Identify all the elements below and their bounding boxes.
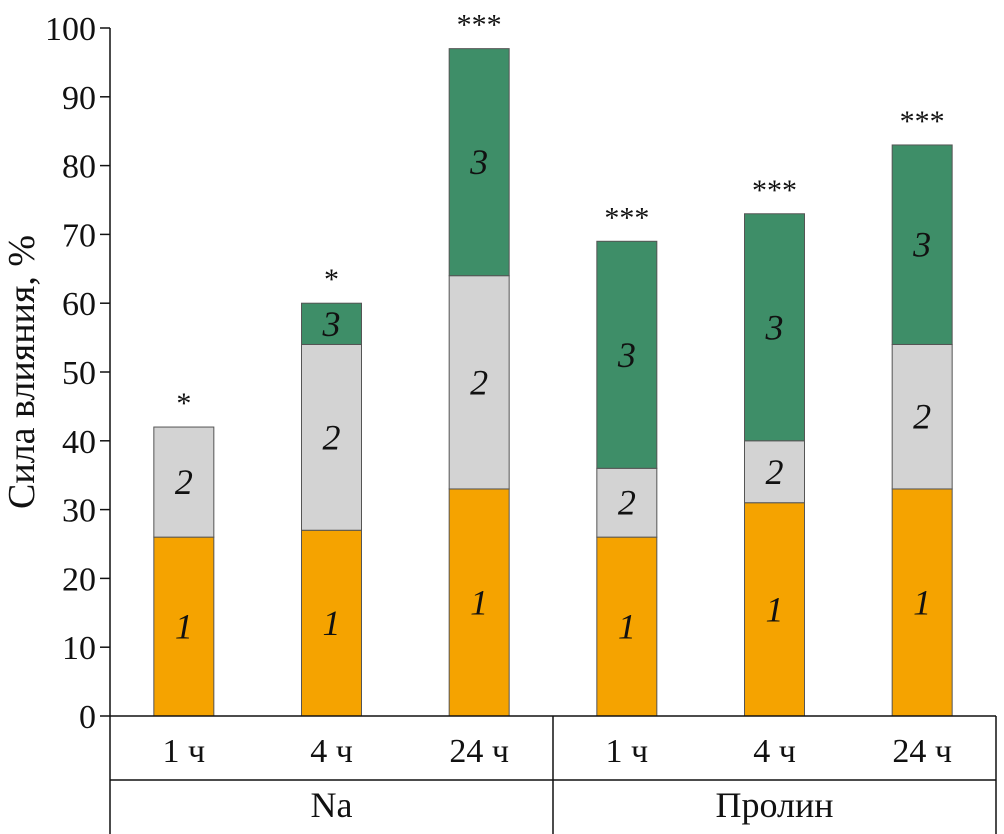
significance-mark-5: *** — [752, 174, 797, 207]
bar-segment-3-4 — [596, 240, 658, 469]
significance-mark-6: *** — [900, 105, 945, 138]
x-group-label-2: Пролин — [715, 785, 833, 825]
y-tick-label-60: 60 — [62, 286, 96, 323]
segment-label-3-4: 3 — [617, 335, 636, 375]
bar-segment-3-6 — [891, 144, 953, 345]
bar-segment-3-5 — [744, 213, 805, 442]
y-tick-label-70: 70 — [62, 217, 96, 254]
x-category-label-4: 1 ч — [606, 733, 649, 770]
bar-segment-2-3 — [448, 275, 510, 490]
bar-segment-3-2 — [301, 302, 362, 345]
y-tick-label-20: 20 — [62, 561, 96, 598]
segment-label-2-6: 2 — [913, 397, 931, 437]
bar-segment-1-1 — [153, 536, 215, 717]
bar-segment-2-1 — [153, 426, 215, 538]
bars-layer — [153, 48, 953, 717]
segment-label-1-4: 1 — [618, 607, 636, 647]
x-category-label-6: 24 ч — [892, 733, 952, 770]
y-tick-label-0: 0 — [79, 699, 96, 736]
y-tick-label-100: 100 — [45, 11, 96, 48]
bar-segment-2-5 — [744, 440, 805, 504]
x-category-label-5: 4 ч — [753, 733, 796, 770]
segment-label-1-2: 1 — [323, 603, 341, 643]
segment-label-3-6: 3 — [912, 225, 931, 265]
y-axis-label: Сила влияния, % — [1, 235, 43, 509]
y-tick-label-50: 50 — [62, 355, 96, 392]
segment-label-3-5: 3 — [765, 307, 784, 347]
labels-layer: 1 2 * 1 2 3 * 1 2 3 *** 1 2 3 *** 1 2 3 *** 1 2 3 *** 0 10 20 30 40… — [45, 9, 952, 825]
y-tick-label-40: 40 — [62, 424, 96, 461]
axes-layer — [100, 27, 997, 834]
segment-label-3-2: 3 — [322, 304, 341, 344]
segment-label-2-2: 2 — [323, 417, 341, 457]
bar-segment-1-3 — [448, 488, 510, 717]
segment-label-3-3: 3 — [469, 142, 488, 182]
x-category-label-2: 4 ч — [310, 733, 353, 770]
bar-segment-2-2 — [301, 343, 362, 531]
segment-label-2-1: 2 — [175, 462, 193, 502]
segment-label-1-1: 1 — [175, 607, 193, 647]
y-tick-label-80: 80 — [62, 149, 96, 186]
segment-label-1-3: 1 — [470, 582, 488, 622]
significance-mark-1: * — [176, 387, 191, 420]
bar-segment-2-4 — [596, 467, 658, 538]
x-category-label-1: 1 ч — [163, 733, 206, 770]
bar-segment-1-5 — [744, 502, 805, 717]
segment-label-2-4: 2 — [618, 483, 636, 523]
x-group-label-1: Na — [311, 785, 353, 825]
y-tick-label-90: 90 — [62, 80, 96, 117]
segment-label-1-6: 1 — [913, 582, 931, 622]
significance-mark-4: *** — [604, 201, 649, 234]
y-tick-label-30: 30 — [62, 493, 96, 530]
significance-mark-2: * — [324, 263, 339, 296]
significance-mark-3: *** — [457, 9, 502, 42]
segment-label-2-5: 2 — [766, 452, 784, 492]
bar-segment-3-3 — [448, 48, 510, 277]
bar-segment-2-6 — [891, 343, 953, 490]
x-category-label-3: 24 ч — [449, 733, 509, 770]
segment-label-2-3: 2 — [470, 362, 488, 402]
segment-label-1-5: 1 — [766, 589, 784, 629]
y-tick-label-10: 10 — [62, 630, 96, 667]
bar-segment-1-6 — [891, 488, 953, 717]
